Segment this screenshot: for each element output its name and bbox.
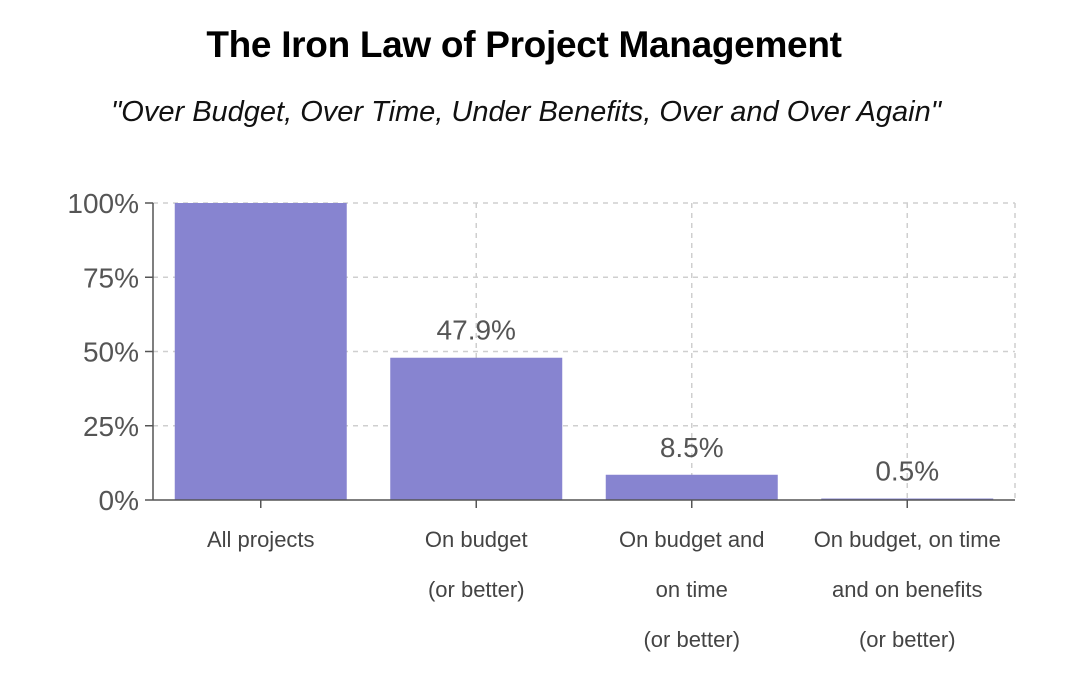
y-tick-label: 25% [83, 411, 139, 442]
x-tick-label: on time [656, 577, 728, 602]
y-tick-label: 50% [83, 337, 139, 368]
data-label: 47.9% [437, 315, 516, 346]
x-tick-label: All projects [207, 527, 315, 552]
bars [174, 203, 994, 500]
x-tick-label: (or better) [859, 627, 956, 652]
y-tick-label: 100% [67, 188, 139, 219]
x-tick-label: (or better) [428, 577, 525, 602]
y-tick-label: 75% [83, 262, 139, 293]
x-tick-label: and on benefits [832, 577, 982, 602]
bar [174, 203, 347, 500]
y-tick-label: 0% [99, 485, 139, 516]
labels: 0% 25% 50% 75% 100% All projects On budget (or … [67, 188, 1000, 652]
data-label: 8.5% [660, 432, 724, 463]
chart-title: The Iron Law of Project Management [206, 24, 842, 65]
bar [605, 474, 778, 500]
chart-subtitle: "Over Budget, Over Time, Under Benefits,… [111, 96, 941, 128]
data-label: 0.5% [875, 456, 939, 487]
x-tick-label: On budget, on time [814, 527, 1001, 552]
axes [145, 202, 1015, 508]
x-tick-label: On budget and [619, 527, 765, 552]
x-tick-label: On budget [425, 527, 528, 552]
bar [390, 357, 563, 500]
x-tick-label: (or better) [643, 627, 740, 652]
